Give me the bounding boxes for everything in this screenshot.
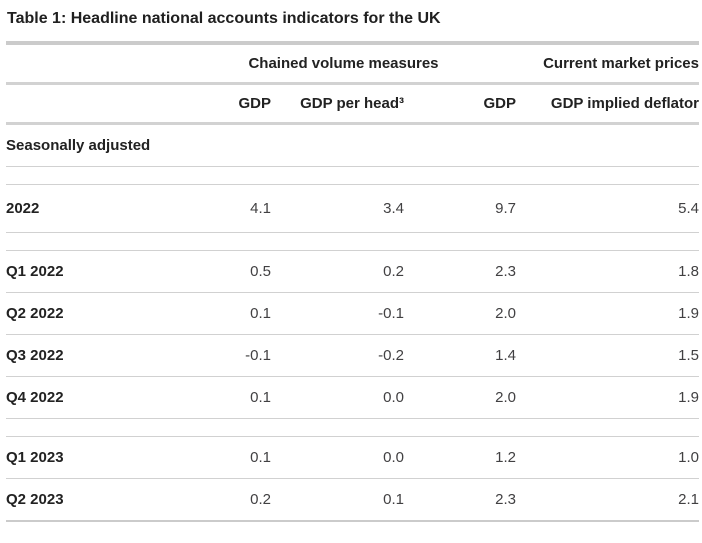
cell-gdp-per-head: 0.0 (271, 376, 404, 419)
cell-gdp-implied-deflator: 1.9 (516, 376, 699, 419)
table-row-q1-2022: Q1 2022 0.5 0.2 2.3 1.8 (6, 250, 699, 293)
table-row-q2-2022: Q2 2022 0.1 -0.1 2.0 1.9 (6, 292, 699, 335)
spacer-row (6, 166, 699, 185)
section-row: Seasonally adjusted (6, 123, 699, 167)
cell-gdp-cvm: 0.1 (171, 376, 271, 419)
row-label: Q3 2022 (6, 334, 171, 377)
row-label: Q1 2022 (6, 250, 171, 293)
cell-gdp-implied-deflator: 1.5 (516, 334, 699, 377)
row-label: Q4 2022 (6, 376, 171, 419)
cell-gdp-cvm: 0.2 (171, 478, 271, 522)
cell-gdp-per-head: 3.4 (271, 184, 404, 233)
national-accounts-table: Chained volume measures Current market p… (6, 41, 699, 522)
cell-gdp-cmp: 9.7 (404, 184, 516, 233)
table-row-q2-2023: Q2 2023 0.2 0.1 2.3 2.1 (6, 478, 699, 522)
row-label: Q2 2022 (6, 292, 171, 335)
cell-gdp-cvm: 0.5 (171, 250, 271, 293)
table-title: Table 1: Headline national accounts indi… (7, 10, 441, 27)
column-header-gdp-per-head: GDP per head³ (271, 83, 404, 125)
group-header-current-market-prices: Current market prices (516, 43, 699, 85)
cell-gdp-per-head: 0.1 (271, 478, 404, 522)
section-label-seasonally-adjusted: Seasonally adjusted (6, 123, 699, 167)
cell-gdp-implied-deflator: 1.8 (516, 250, 699, 293)
spacer-cell (6, 418, 699, 437)
group-header-stub (6, 43, 171, 85)
column-header-stub (6, 83, 171, 125)
row-label: 2022 (6, 184, 171, 233)
table-row-q4-2022: Q4 2022 0.1 0.0 2.0 1.9 (6, 376, 699, 419)
cell-gdp-per-head: -0.2 (271, 334, 404, 377)
column-header-row: GDP GDP per head³ GDP GDP implied deflat… (6, 83, 699, 125)
table-body: Seasonally adjusted 2022 4.1 3.4 9.7 5.4… (6, 123, 699, 522)
table-row-q3-2022: Q3 2022 -0.1 -0.2 1.4 1.5 (6, 334, 699, 377)
row-label: Q1 2023 (6, 436, 171, 479)
cell-gdp-cmp: 2.3 (404, 250, 516, 293)
group-header-row: Chained volume measures Current market p… (6, 43, 699, 85)
group-header-chained-volume-measures: Chained volume measures (171, 43, 516, 85)
cell-gdp-implied-deflator: 2.1 (516, 478, 699, 522)
cell-gdp-cvm: -0.1 (171, 334, 271, 377)
cell-gdp-implied-deflator: 1.9 (516, 292, 699, 335)
cell-gdp-implied-deflator: 1.0 (516, 436, 699, 479)
spacer-row (6, 418, 699, 437)
cell-gdp-cmp: 2.3 (404, 478, 516, 522)
cell-gdp-per-head: -0.1 (271, 292, 404, 335)
table-row-q1-2023: Q1 2023 0.1 0.0 1.2 1.0 (6, 436, 699, 479)
spacer-cell (6, 166, 699, 185)
cell-gdp-cvm: 4.1 (171, 184, 271, 233)
cell-gdp-per-head: 0.0 (271, 436, 404, 479)
cell-gdp-per-head: 0.2 (271, 250, 404, 293)
table-head: Chained volume measures Current market p… (6, 43, 699, 125)
cell-gdp-cvm: 0.1 (171, 436, 271, 479)
page: Table 1: Headline national accounts indi… (6, 9, 699, 522)
column-header-gdp-implied-deflator: GDP implied deflator (516, 83, 699, 125)
table-row-2022: 2022 4.1 3.4 9.7 5.4 (6, 184, 699, 233)
cell-gdp-cmp: 1.2 (404, 436, 516, 479)
column-header-gdp-cvm: GDP (171, 83, 271, 125)
spacer-row (6, 232, 699, 251)
cell-gdp-implied-deflator: 5.4 (516, 184, 699, 233)
cell-gdp-cmp: 2.0 (404, 292, 516, 335)
row-label: Q2 2023 (6, 478, 171, 522)
cell-gdp-cvm: 0.1 (171, 292, 271, 335)
spacer-cell (6, 232, 699, 251)
cell-gdp-cmp: 2.0 (404, 376, 516, 419)
cell-gdp-cmp: 1.4 (404, 334, 516, 377)
column-header-gdp-cmp: GDP (404, 83, 516, 125)
